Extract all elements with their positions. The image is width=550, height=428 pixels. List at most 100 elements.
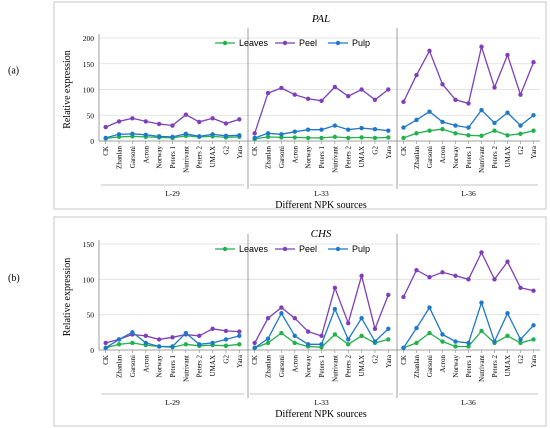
data-point-pulp [279,132,284,137]
data-point-pulp [210,132,215,137]
x-tick-label: Acron [439,146,447,164]
data-point-leaves [505,333,510,339]
data-point-pulp [252,135,257,141]
x-tick-label: Yara [236,354,244,368]
data-point-pulp [359,125,364,131]
x-tick-label: UMAX [209,355,217,376]
data-point-peel [346,320,351,326]
data-point-pulp [170,344,175,349]
data-point-peel [252,131,257,136]
data-point-leaves [492,128,497,133]
data-point-peel [386,292,391,298]
legend-label-pulp: Pulp [352,38,370,48]
group-label: L-33 [314,189,329,198]
data-point-leaves [292,340,297,346]
data-point-peel [265,90,271,96]
x-tick-label: G2 [222,146,230,155]
data-point-pulp [359,316,364,321]
group-label: L-36 [461,398,476,407]
data-point-pulp [143,340,148,346]
x-tick-label: Peters 2 [345,355,353,378]
data-point-peel [305,329,311,334]
data-point-leaves [386,135,391,140]
data-point-pulp [505,311,510,316]
data-point-leaves [346,342,351,347]
series-line-peel [402,44,535,105]
x-tick-label: G2 [517,355,525,364]
data-point-leaves [531,128,536,133]
data-point-peel [466,277,471,282]
data-point-pulp [319,342,324,347]
data-point-leaves [319,135,324,141]
x-tick-label: CK [400,146,408,156]
legend-label-leaves: Leaves [239,38,269,48]
data-point-leaves [453,344,458,349]
data-point-peel [427,48,432,54]
data-point-pulp [414,117,419,123]
data-point-leaves [305,135,311,141]
data-point-peel [156,121,162,127]
y-tick-label: 100 [83,86,95,95]
x-tick-label: Yara [385,354,393,368]
data-point-leaves [505,133,510,138]
y-tick-label: 0 [90,137,94,146]
data-point-pulp [401,125,406,130]
data-point-peel [223,121,229,126]
x-tick-label: Garsoni [426,146,434,168]
x-tick-label: Peters 1 [318,146,326,169]
data-point-peel [305,96,311,101]
chart-title: CHS [311,228,332,240]
series-line-peel [254,86,389,134]
data-point-pulp [479,300,484,305]
x-tick-label: G2 [371,146,379,155]
chart-title: PAL [311,13,330,25]
x-tick-label: Zhanlan [265,355,273,378]
data-point-pulp [130,330,135,335]
data-point-peel [518,285,523,291]
x-tick-label: Norway [156,355,164,378]
data-point-leaves [453,131,458,136]
y-tick-label: 50 [87,311,95,320]
chart-panel-b: (b) CHS Relative expression 0 50 100 150 CK Zhan… [8,216,547,427]
x-tick-label: Garsoni [426,355,434,377]
data-point-peel [466,101,471,106]
data-point-peel [440,82,445,87]
data-point-peel [103,340,108,346]
data-point-pulp [386,326,391,331]
x-tick-label: CK [102,355,110,365]
data-point-peel [492,277,497,282]
y-axis-label: Relative expression [62,258,73,337]
data-point-leaves [466,344,471,349]
data-point-pulp [116,132,122,137]
x-tick-label: Norway [305,146,313,169]
x-tick-label: G2 [517,146,525,155]
data-point-pulp [252,345,257,351]
x-tick-label: Nutrivant [331,355,339,382]
data-point-pulp [401,345,406,351]
data-point-leaves [466,133,471,138]
x-tick-label: Yara [236,145,244,159]
data-point-pulp [279,311,284,316]
x-tick-label: Nutrivant [182,146,190,173]
data-point-leaves [518,131,523,136]
data-point-peel [279,305,284,310]
series-line-peel [254,273,389,344]
data-point-peel [372,326,378,331]
x-tick-label: Peters 2 [345,146,353,169]
data-point-pulp [531,323,536,328]
data-point-peel [518,92,523,97]
data-point-pulp [346,337,351,342]
data-point-pulp [414,325,419,331]
data-point-pulp [319,127,324,132]
data-point-pulp [332,306,338,312]
data-point-pulp [518,337,523,342]
data-point-peel [531,288,536,293]
data-point-peel [130,116,135,121]
data-point-leaves [183,342,189,347]
data-point-leaves [346,135,351,141]
x-tick-label: UMAX [504,146,512,167]
x-tick-label: Nutrivant [478,355,486,382]
x-tick-label: Zhanlan [265,146,273,169]
data-point-pulp [237,133,242,138]
data-point-pulp [427,109,432,114]
